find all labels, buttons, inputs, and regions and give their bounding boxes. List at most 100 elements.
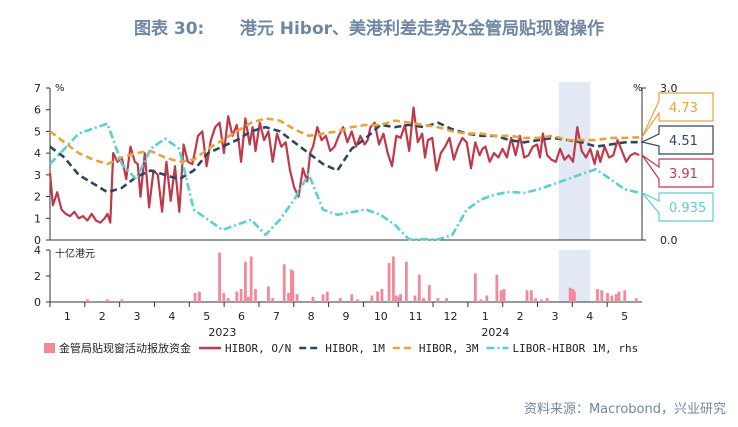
bar — [244, 261, 247, 302]
bar — [617, 291, 621, 302]
series-line — [49, 117, 640, 166]
x-tick-label: 5 — [203, 310, 210, 323]
bar — [600, 290, 604, 302]
x-tick-label: 4 — [168, 310, 175, 323]
bar — [427, 285, 431, 302]
bar — [485, 295, 489, 302]
bar — [106, 299, 109, 302]
bar — [289, 269, 293, 302]
year-label: 2024 — [481, 326, 509, 339]
bar — [380, 289, 384, 302]
end-value-box — [641, 92, 714, 138]
bar — [376, 291, 380, 302]
source-note: 资料来源：Macrobond，兴业研究 — [523, 402, 726, 417]
right-tick-label: 0.0 — [660, 234, 678, 247]
series-line — [49, 122, 640, 241]
bar — [529, 290, 533, 302]
x-tick-label: 9 — [343, 310, 350, 323]
bar — [495, 274, 499, 302]
bar — [120, 299, 124, 302]
chart-title: 图表 30: 港元 Hibor、美港利差走势及金管局贴现窗操作 — [133, 19, 605, 39]
bar — [568, 287, 572, 302]
bar — [295, 294, 299, 302]
bar — [634, 298, 638, 302]
bar — [404, 261, 408, 302]
bar — [282, 264, 286, 302]
bar — [387, 263, 391, 302]
highlight-band-top — [558, 82, 591, 240]
bar — [254, 289, 257, 302]
bar — [534, 298, 538, 302]
bar — [571, 289, 575, 302]
bar — [545, 298, 549, 302]
bar — [287, 292, 290, 302]
bar — [249, 256, 253, 302]
bar — [291, 270, 295, 302]
right-axis-unit: % — [633, 83, 643, 94]
legend-label: LIBOR-HIBOR 1M, rhs — [512, 342, 638, 355]
bar — [198, 291, 201, 302]
x-tick-label: 8 — [308, 310, 315, 323]
legend-label: HIBOR, 1M — [325, 342, 385, 355]
bottom-tick-label: 0 — [34, 296, 41, 309]
bar — [445, 298, 448, 302]
legend-label: HIBOR, O/N — [225, 342, 291, 355]
x-tick-label: 11 — [409, 310, 423, 323]
bar — [623, 290, 627, 302]
end-value-callouts: 4.73 4.51 3.91 0.935 — [640, 92, 714, 222]
bar — [325, 291, 329, 302]
bottom-tick-label: 4 — [34, 244, 41, 257]
end-value-box — [641, 192, 714, 222]
bar — [394, 295, 398, 302]
x-tick-label: 2 — [99, 310, 106, 323]
series-line — [48, 106, 640, 224]
bar — [370, 295, 374, 302]
legend-label: HIBOR, 3M — [419, 342, 479, 355]
line-series — [48, 106, 640, 241]
bar — [321, 294, 325, 302]
left-tick-label: 6 — [34, 104, 41, 117]
bar — [499, 290, 503, 302]
bar — [606, 292, 609, 302]
legend-label: 金管局贴现窗活动报放资金 — [59, 341, 191, 355]
x-tick-label: 12 — [443, 310, 457, 323]
axes — [46, 87, 646, 307]
end-value-label: 3.91 — [669, 167, 698, 182]
left-tick-label: 1 — [34, 212, 41, 225]
x-tick-label: 1 — [482, 310, 489, 323]
bar — [350, 294, 354, 302]
bar — [596, 289, 599, 302]
bar — [246, 296, 250, 302]
left-tick-label: 5 — [34, 125, 41, 138]
x-tick-label: 10 — [374, 310, 388, 323]
left-axis-unit: % — [55, 83, 65, 94]
bar — [235, 291, 239, 302]
end-value-box — [641, 154, 714, 188]
x-tick-label: 1 — [64, 310, 71, 323]
bar — [226, 298, 230, 302]
bar — [413, 295, 417, 302]
year-label: 2023 — [208, 326, 236, 339]
bar — [399, 294, 403, 302]
highlight-region — [558, 82, 591, 302]
bar — [525, 290, 529, 302]
bottom-axis-unit: 十亿港元 — [55, 247, 95, 260]
end-value-box — [640, 125, 714, 155]
left-tick-label: 7 — [34, 82, 41, 95]
bar — [311, 296, 315, 302]
bar — [473, 273, 477, 302]
legend: 金管局贴现窗活动报放资金 HIBOR, O/N HIBOR, 1M HIBOR, 3M… — [44, 341, 638, 355]
bar — [502, 289, 506, 302]
x-tick-label: 4 — [586, 310, 593, 323]
bar — [436, 298, 440, 302]
left-tick-label: 2 — [34, 191, 41, 204]
x-tick-label: 5 — [621, 310, 628, 323]
bottom-tick-label: 2 — [34, 270, 41, 283]
x-tick-label: 6 — [238, 310, 245, 323]
bar — [267, 286, 270, 302]
bar — [397, 296, 401, 302]
bar — [392, 256, 395, 302]
bar — [271, 298, 275, 302]
